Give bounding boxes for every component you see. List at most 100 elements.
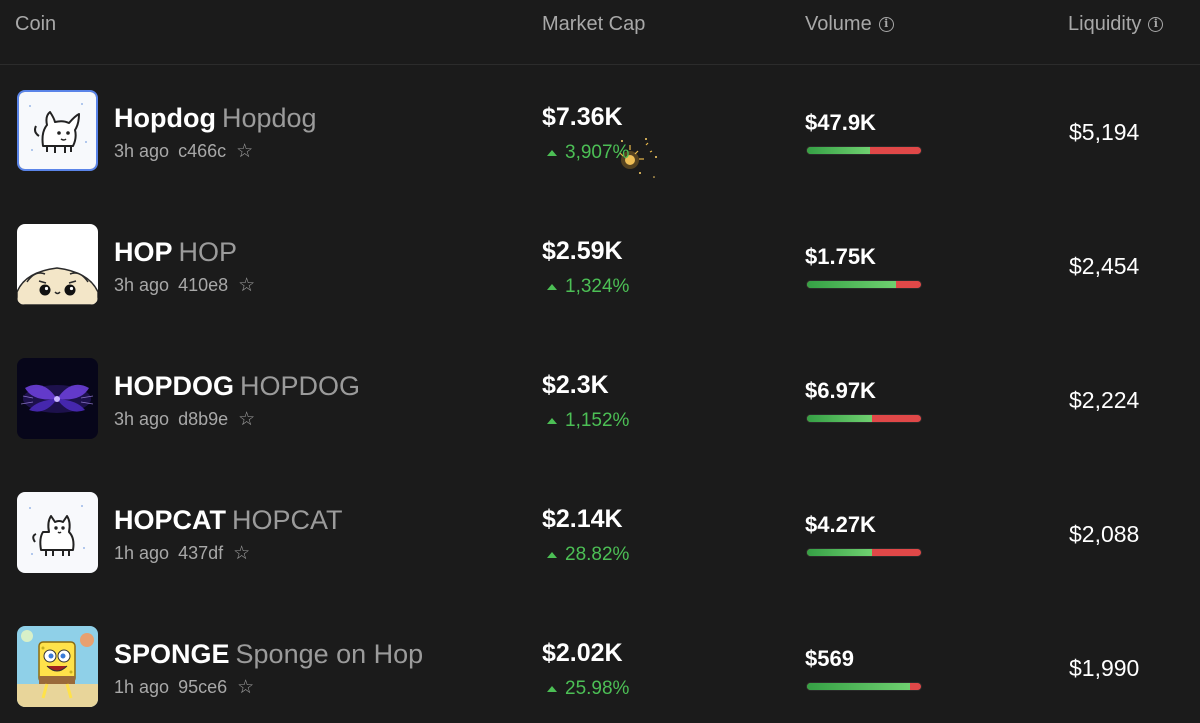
up-arrow-icon [547,418,557,424]
coin-age: 3h ago [114,275,170,295]
coin-header-label: Coin [15,13,57,35]
purple-glow-icon [17,358,98,439]
table-row[interactable]: HOPCAT HOPCAT 1h ago 437df ☆ $2.14K 28.82… [0,467,1200,601]
coin-full-name: HOPCAT [232,505,343,535]
coin-ticker: HOP [114,237,173,267]
coin-name[interactable]: HOP HOP [114,237,237,268]
white-dog-doodle-icon [19,92,96,169]
cream-bun-face-icon [17,224,98,305]
change-value: 25.98% [565,678,630,699]
market-cap-change: 3,907% [547,142,629,164]
white-cat-doodle-icon [17,492,98,573]
coin-address[interactable]: 95ce6 [178,677,228,697]
volume-value: $1.75K [805,244,876,269]
coin-ticker: Hopdog [114,103,216,133]
up-arrow-icon [547,552,557,558]
market-cap-change: 1,324% [547,276,629,298]
market-cap-value: $2.14K [542,505,623,533]
market-cap-change: 1,152% [547,410,629,432]
coin-age: 3h ago [114,409,170,429]
coin-ticker: HOPDOG [114,371,235,401]
volume-value: $4.27K [805,512,876,537]
coin-age: 3h ago [114,141,170,161]
coin-meta: 3h ago 410e8 ☆ [114,275,255,296]
coin-avatar[interactable] [17,224,98,305]
coin-age: 1h ago [114,677,170,697]
coin-avatar[interactable] [17,492,98,573]
buy-portion [807,415,872,422]
coin-full-name: HOP [178,237,238,267]
table-row[interactable]: Hopdog Hopdog 3h ago c466c ☆ $7.36K 3,907… [0,65,1200,199]
liquidity-column-header[interactable]: Liquidity i [1068,13,1164,36]
coin-avatar[interactable] [17,90,98,171]
liquidity-value: $2,454 [1069,253,1140,279]
market-cap-value: $7.36K [542,103,623,131]
change-value: 3,907% [565,142,630,163]
buy-portion [807,549,872,556]
table-row[interactable]: HOP HOP 3h ago 410e8 ☆ $2.59K 1,324% $1.7… [0,199,1200,333]
volume-value: $569 [805,646,854,671]
market-cap-column-header[interactable]: Market Cap [542,13,645,36]
coin-meta: 3h ago c466c ☆ [114,141,253,162]
coin-age: 1h ago [114,543,170,563]
liquidity-value: $2,088 [1069,521,1140,547]
table-row[interactable]: SPONGE Sponge on Hop 1h ago 95ce6 ☆ $2.02… [0,601,1200,723]
liquidity-value: $1,990 [1069,655,1140,681]
coin-address[interactable]: 410e8 [178,275,229,295]
star-icon[interactable]: ☆ [238,408,256,430]
buy-sell-ratio-bar [806,146,922,155]
buy-portion [807,281,896,288]
volume-value: $6.97K [805,378,876,403]
change-value: 1,324% [565,276,630,297]
change-value: 1,152% [565,410,630,431]
market-cap-value: $2.02K [542,639,623,667]
buy-portion [807,683,910,690]
coin-avatar[interactable] [17,626,98,707]
volume-info-icon[interactable]: i [878,17,894,32]
coin-name[interactable]: SPONGE Sponge on Hop [114,639,423,670]
buy-sell-ratio-bar [806,414,922,423]
coin-name[interactable]: HOPDOG HOPDOG [114,371,360,402]
volume-header-label: Volume [805,13,872,35]
liquidity-header-label: Liquidity [1068,13,1142,35]
coin-full-name: Hopdog [221,103,317,133]
coin-name[interactable]: Hopdog Hopdog [114,103,317,134]
volume-column-header[interactable]: Volume i [805,13,894,36]
coin-full-name: Sponge on Hop [235,639,424,669]
yellow-sponge-icon [17,626,98,707]
market-cap-change: 28.82% [547,544,629,566]
coin-address[interactable]: c466c [178,141,227,161]
coin-column-header[interactable]: Coin [15,13,56,36]
up-arrow-icon [547,150,557,156]
liquidity-info-icon[interactable]: i [1148,17,1164,32]
sparkle-icon [619,138,657,178]
change-value: 28.82% [565,544,630,565]
coin-ticker: SPONGE [114,639,230,669]
coin-full-name: HOPDOG [240,371,361,401]
up-arrow-icon [547,284,557,290]
buy-sell-ratio-bar [806,280,922,289]
star-icon[interactable]: ☆ [238,274,256,296]
table-header: Coin Market Cap Volume i Liquidity i [0,0,1200,65]
up-arrow-icon [547,686,557,692]
star-icon[interactable]: ☆ [236,140,254,162]
star-icon[interactable]: ☆ [233,542,251,564]
coin-address[interactable]: 437df [178,543,224,563]
table-row[interactable]: HOPDOG HOPDOG 3h ago d8b9e ☆ $2.3K 1,152%… [0,333,1200,467]
coin-address[interactable]: d8b9e [178,409,229,429]
buy-sell-ratio-bar [806,682,922,691]
liquidity-value: $2,224 [1069,387,1140,413]
liquidity-value: $5,194 [1069,119,1140,145]
market-cap-change: 25.98% [547,678,629,700]
coin-meta: 3h ago d8b9e ☆ [114,409,255,430]
coin-avatar[interactable] [17,358,98,439]
coin-meta: 1h ago 95ce6 ☆ [114,677,254,698]
star-icon[interactable]: ☆ [237,676,255,698]
coin-ticker: HOPCAT [114,505,226,535]
coin-meta: 1h ago 437df ☆ [114,543,250,564]
volume-value: $47.9K [805,110,876,135]
market-cap-value: $2.59K [542,237,623,265]
buy-portion [807,147,870,154]
coin-name[interactable]: HOPCAT HOPCAT [114,505,343,536]
